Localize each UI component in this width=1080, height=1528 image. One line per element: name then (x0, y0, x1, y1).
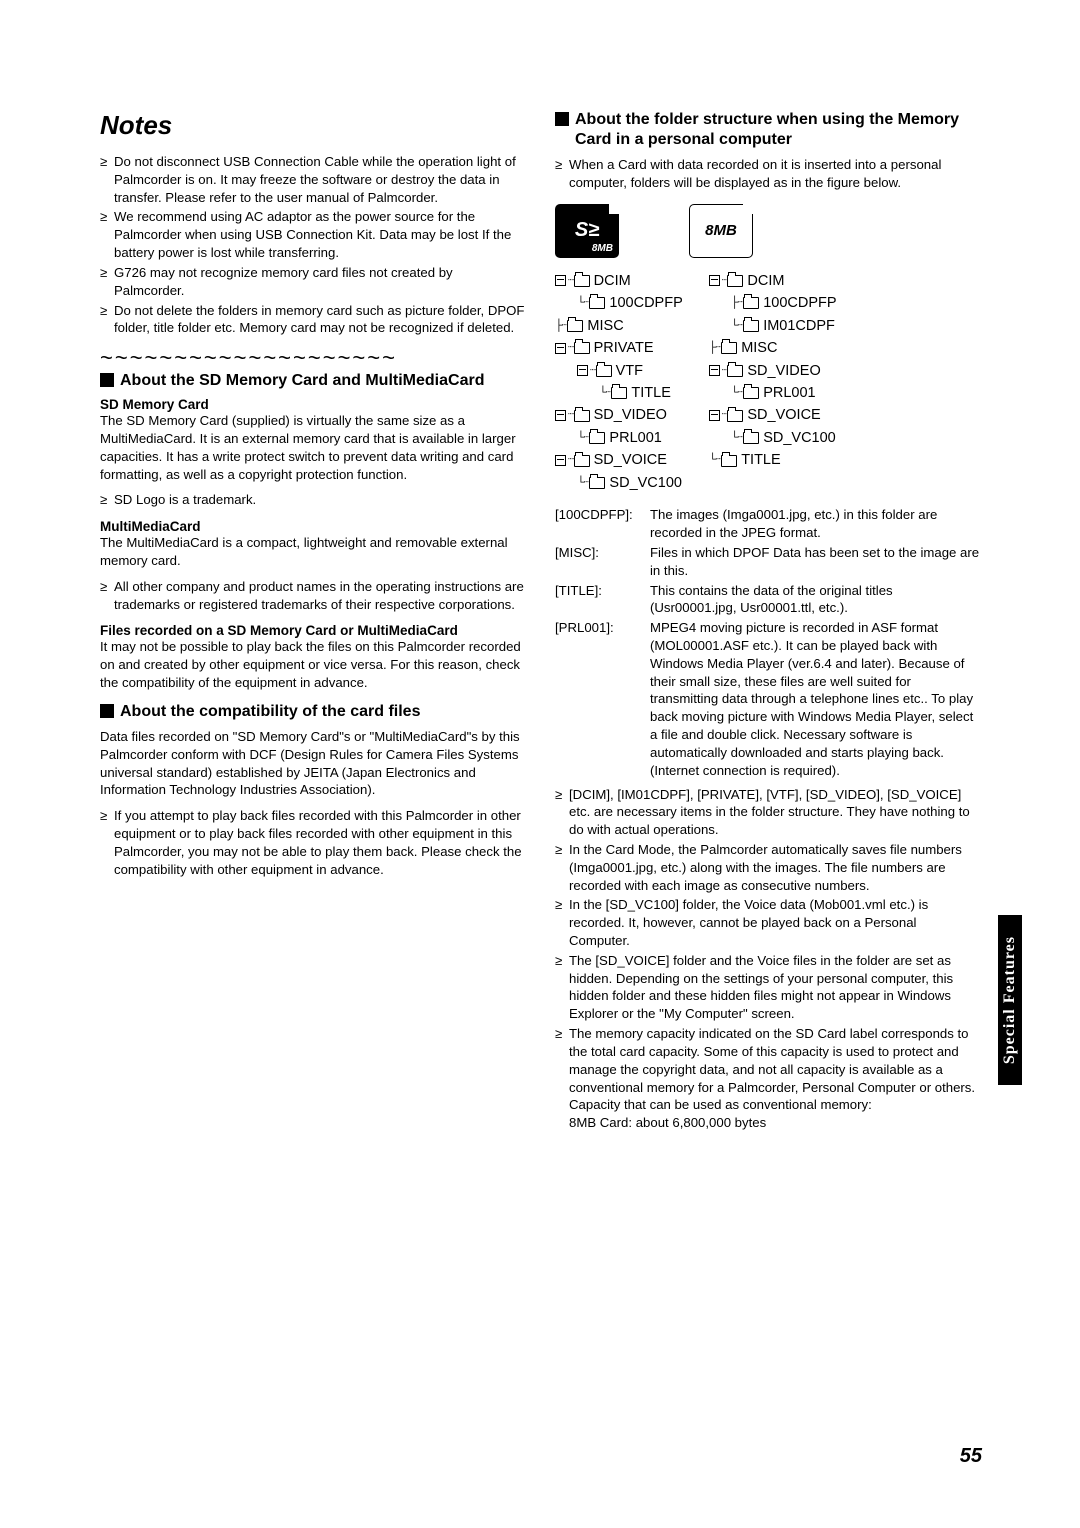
tree-1: ┈DCIM └┈100CDPFP ├┈MISC ┈PRIVATE ┈VTF └┈… (555, 270, 683, 495)
heading-folder: About the folder structure when using th… (555, 110, 980, 150)
mmc-bullet: All other company and product names in t… (100, 578, 525, 614)
end-note: In the Card Mode, the Palmcorder automat… (555, 841, 980, 894)
folder-definitions: [100CDPFP]:The images (Imga0001.jpg, etc… (555, 506, 980, 779)
heading-sd-mmc: About the SD Memory Card and MultiMediaC… (100, 371, 525, 391)
end-note: The memory capacity indicated on the SD … (555, 1025, 980, 1132)
subheading-sd: SD Memory Card (100, 397, 525, 412)
left-column: Notes Do not disconnect USB Connection C… (100, 110, 525, 1142)
wave-divider: ~~~~~~~~~~~~~~~~~~~~ (100, 347, 525, 369)
note-item: We recommend using AC adaptor as the pow… (100, 208, 525, 261)
subheading-mmc: MultiMediaCard (100, 519, 525, 534)
end-notes-list: [DCIM], [IM01CDPF], [PRIVATE], [VTF], [S… (555, 786, 980, 1132)
note-item: Do not delete the folders in memory card… (100, 302, 525, 338)
notes-list: Do not disconnect USB Connection Cable w… (100, 153, 525, 337)
folder-intro-list: When a Card with data recorded on it is … (555, 156, 980, 192)
subheading-files: Files recorded on a SD Memory Card or Mu… (100, 623, 525, 638)
sd-bullet: SD Logo is a trademark. (100, 491, 525, 509)
end-note: In the [SD_VC100] folder, the Voice data… (555, 896, 980, 949)
end-note: The [SD_VOICE] folder and the Voice file… (555, 952, 980, 1023)
page-number: 55 (960, 1445, 982, 1468)
files-paragraph: It may not be possible to play back the … (100, 638, 525, 691)
mmc-bullet-list: All other company and product names in t… (100, 578, 525, 614)
tree-2: ┈DCIM ├┈100CDPFP └┈IM01CDPF ├┈MISC ┈SD_V… (709, 270, 837, 495)
end-note: [DCIM], [IM01CDPF], [PRIVATE], [VTF], [S… (555, 786, 980, 839)
right-column: About the folder structure when using th… (555, 110, 980, 1142)
compat-bullet-list: If you attempt to play back files record… (100, 807, 525, 878)
mmc-paragraph: The MultiMediaCard is a compact, lightwe… (100, 534, 525, 570)
sd-bullet-list: SD Logo is a trademark. (100, 491, 525, 509)
heading-compat: About the compatibility of the card file… (100, 702, 525, 722)
note-item: Do not disconnect USB Connection Cable w… (100, 153, 525, 206)
folder-intro-bullet: When a Card with data recorded on it is … (555, 156, 980, 192)
compat-paragraph: Data files recorded on "SD Memory Card"s… (100, 728, 525, 799)
sd-card-icon: S≥ 8MB (555, 204, 619, 258)
note-item: G726 may not recognize memory card files… (100, 264, 525, 300)
page-title: Notes (100, 110, 525, 141)
card-icons: S≥ 8MB 8MB (555, 204, 980, 258)
mmc-card-icon: 8MB (689, 204, 753, 258)
sd-paragraph: The SD Memory Card (supplied) is virtual… (100, 412, 525, 483)
compat-bullet: If you attempt to play back files record… (100, 807, 525, 878)
folder-trees: ┈DCIM └┈100CDPFP ├┈MISC ┈PRIVATE ┈VTF └┈… (555, 270, 980, 495)
side-tab: Special Features (998, 915, 1022, 1085)
